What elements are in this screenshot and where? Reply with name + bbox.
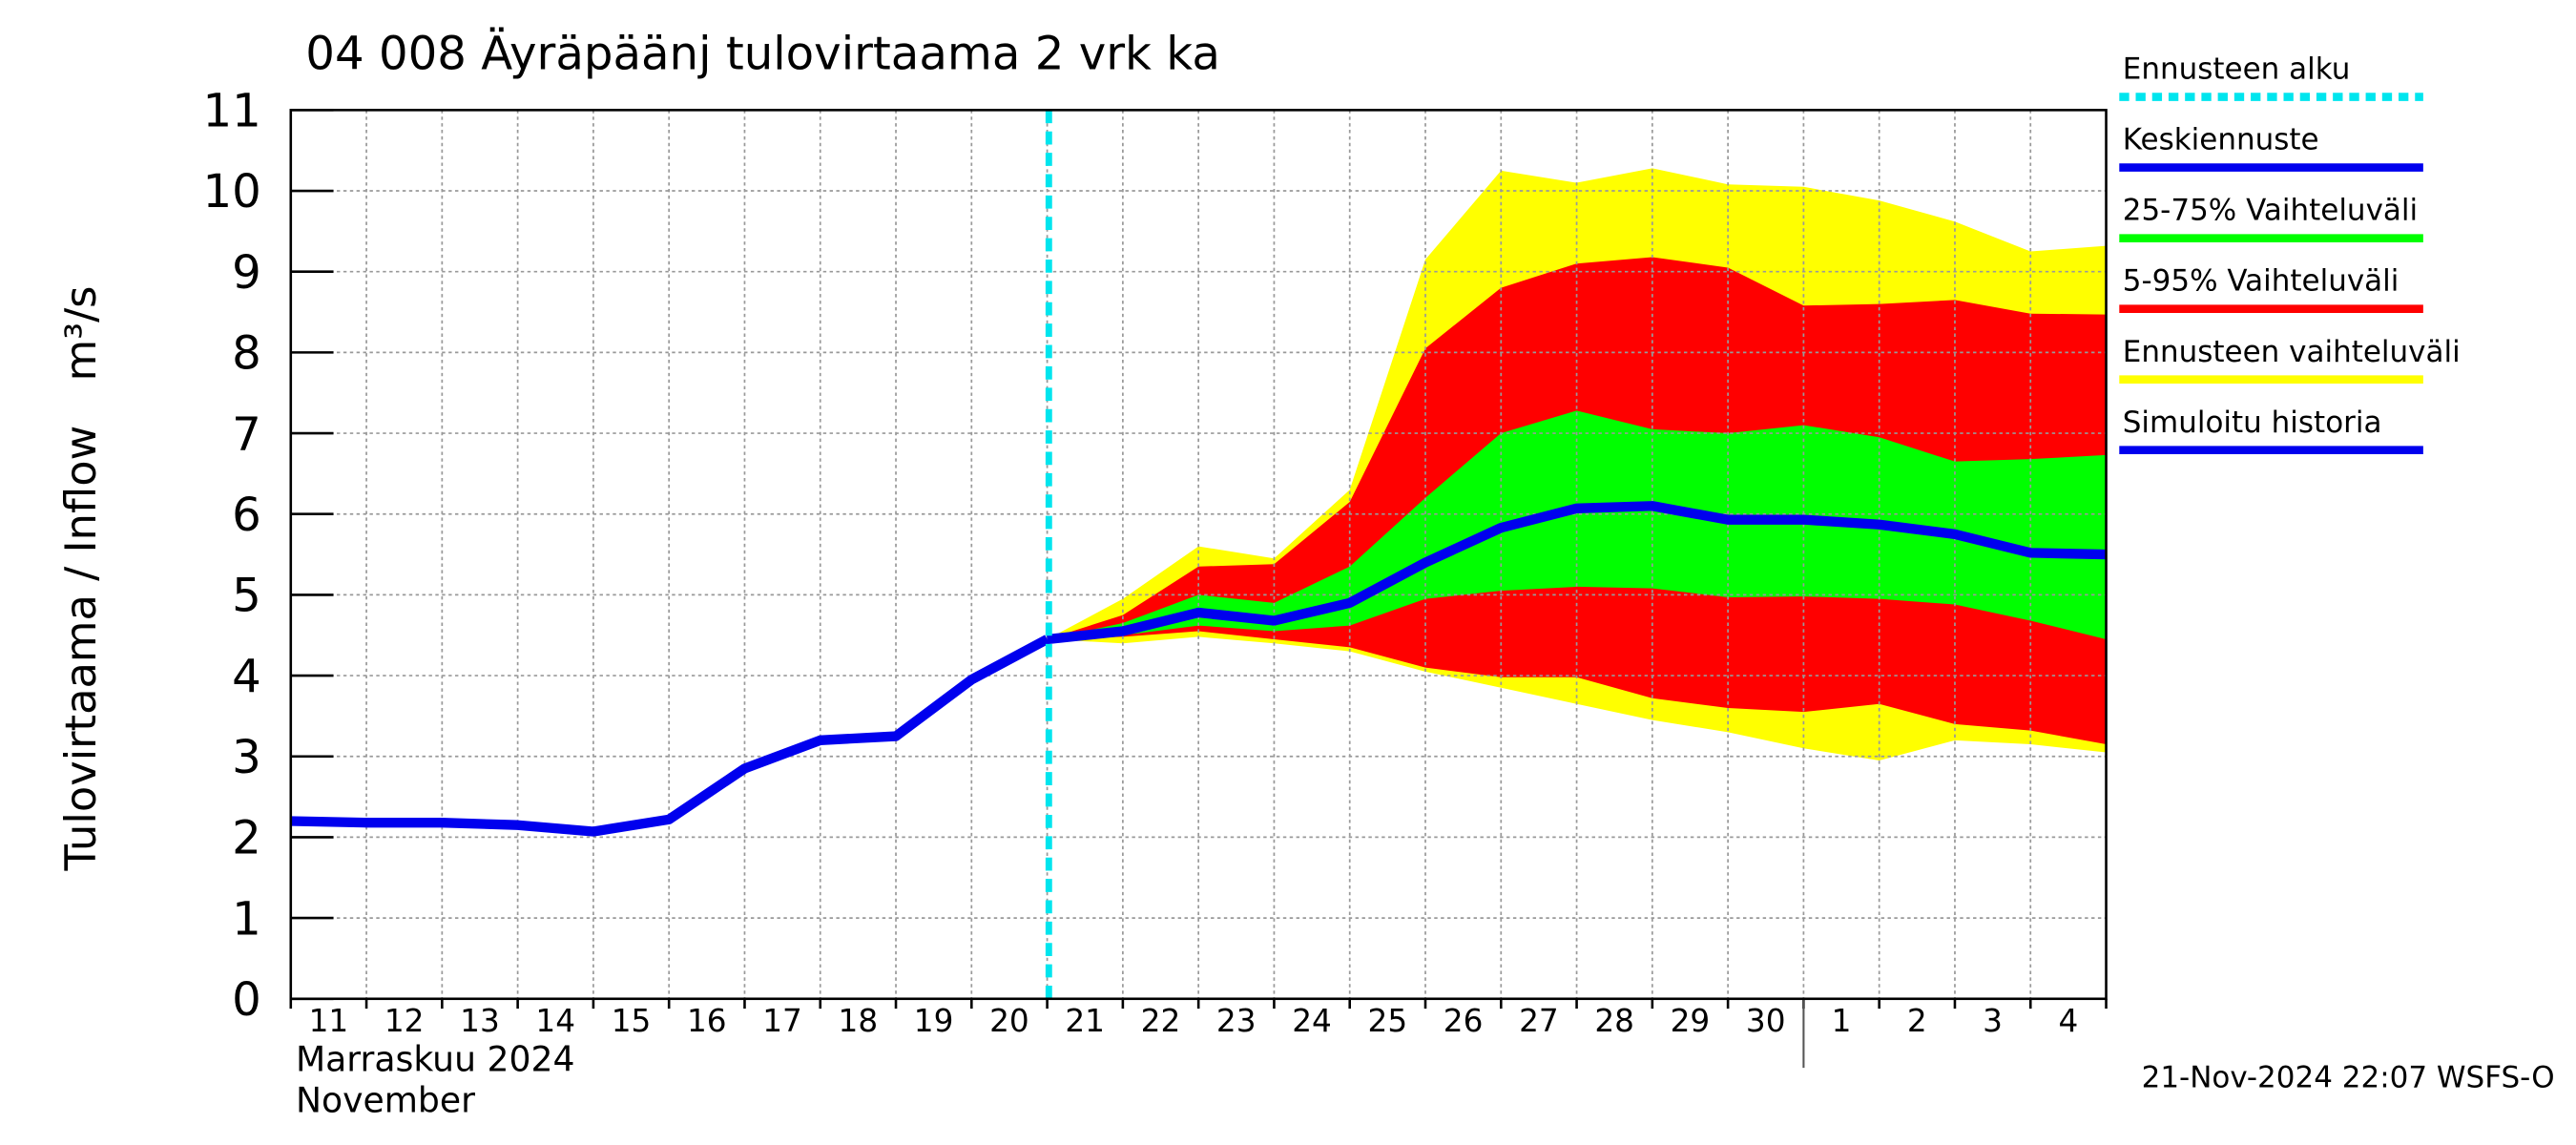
footer: 21-Nov-2024 22:07 WSFS-O [2142,1061,2555,1095]
legend: Ennusteen alku Keskiennuste 25-75% Vaihtel… [2119,52,2461,455]
legend-label: Keskiennuste [2123,123,2319,157]
legend-label: Ennusteen alku [2123,52,2351,87]
x-tick-label: 26 [1444,1003,1484,1039]
month-label: Marraskuu 2024 [296,1039,575,1080]
y-tick-label: 1 [232,892,261,946]
y-tick-label: 0 [232,973,261,1027]
x-tick-label: 11 [309,1003,349,1039]
y-tick-label: 7 [232,407,261,461]
x-tick-label: 17 [762,1003,802,1039]
x-tick-label: 29 [1671,1003,1711,1039]
y-tick-label: 10 [202,165,260,219]
y-axis-label: Tulovirtaama / Inflow [55,426,106,872]
x-tick-label: 2 [1907,1003,1927,1039]
x-tick-label: 12 [384,1003,425,1039]
y-tick-label: 8 [232,327,261,381]
x-tick-label: 24 [1292,1003,1332,1039]
x-tick-label: 3 [1983,1003,2003,1039]
x-tick-label: 16 [687,1003,727,1039]
y-axis-unit: m³/s [55,285,106,381]
x-tick-label: 22 [1141,1003,1181,1039]
x-tick-label: 4 [2058,1003,2078,1039]
legend-label: Ennusteen vaihteluväli [2123,335,2461,369]
x-tick-label: 20 [989,1003,1029,1039]
x-tick-label: 18 [839,1003,879,1039]
x-tick-label: 21 [1065,1003,1105,1039]
legend-label: Simuloitu historia [2123,406,2382,440]
y-tick-label: 11 [202,85,260,138]
y-tick-label: 4 [232,650,261,703]
y-tick-label: 3 [232,731,261,784]
y-tick-label: 5 [232,570,261,623]
y-tick-label: 9 [232,246,261,300]
legend-label: 25-75% Vaihteluväli [2123,194,2418,228]
x-tick-label: 25 [1368,1003,1408,1039]
x-tick-label: 23 [1216,1003,1257,1039]
x-tick-label: 28 [1594,1003,1634,1039]
x-tick-label: 13 [460,1003,500,1039]
legend-label: 5-95% Vaihteluväli [2123,264,2399,299]
line [1047,501,2107,645]
x-tick-label: 1 [1832,1003,1852,1039]
y-tick-label: 2 [232,812,261,865]
lines [290,110,2107,999]
x-tick-label: 14 [535,1003,575,1039]
line [290,635,1050,837]
x-tick-label: 19 [914,1003,954,1039]
chart-title: 04 008 Äyräpäänj tulovirtaama 2 vrk ka [305,27,1220,80]
plot-frame [289,109,2108,1001]
x-tick-label: 15 [612,1003,652,1039]
x-tick-label: 27 [1519,1003,1559,1039]
x-tick-label: 30 [1746,1003,1786,1039]
y-tick-label: 6 [232,489,261,542]
month-label-en: November [296,1080,475,1121]
